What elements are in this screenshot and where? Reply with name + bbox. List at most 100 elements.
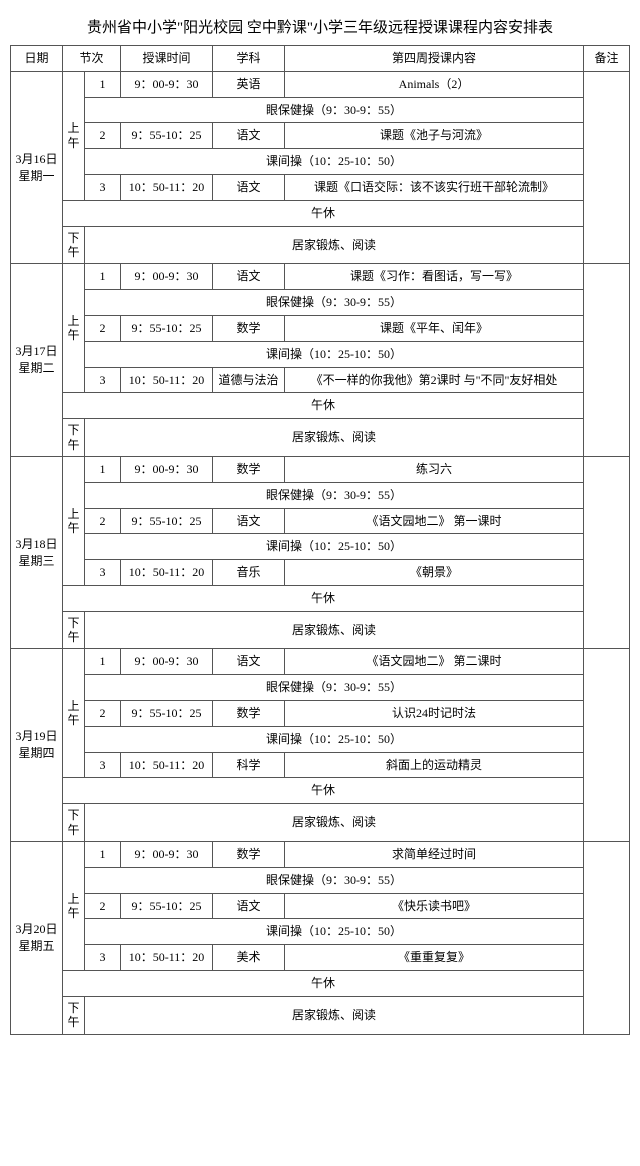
time-cell: 9：00-9：30 [121,842,213,868]
subject-cell: 语文 [213,174,285,200]
period-cell: 1 [85,264,121,290]
content-cell: 课题《习作：看图话，写一写》 [285,264,584,290]
period-cell: 2 [85,508,121,534]
noon-break: 午休 [63,971,584,997]
content-cell: 《语文园地二》 第二课时 [285,649,584,675]
noon-break: 午休 [63,393,584,419]
noon-break: 午休 [63,778,584,804]
class-break: 课间操（10：25-10：50） [85,919,584,945]
time-cell: 10：50-11：20 [121,367,213,393]
subject-cell: 科学 [213,752,285,778]
content-cell: 《语文园地二》 第一课时 [285,508,584,534]
period-cell: 3 [85,752,121,778]
col-content: 第四周授课内容 [285,46,584,72]
note-cell [584,456,630,649]
time-cell: 9：55-10：25 [121,508,213,534]
period-cell: 3 [85,945,121,971]
col-time: 授课时间 [121,46,213,72]
am-label: 上午 [63,456,85,585]
date-cell: 3月16日星期一 [11,71,63,264]
content-cell: Animals（2） [285,71,584,97]
pm-activity: 居家锻炼、阅读 [85,996,584,1034]
pm-activity: 居家锻炼、阅读 [85,611,584,649]
subject-cell: 数学 [213,842,285,868]
pm-activity: 居家锻炼、阅读 [85,804,584,842]
col-note: 备注 [584,46,630,72]
pm-label: 下午 [63,226,85,264]
col-date: 日期 [11,46,63,72]
am-label: 上午 [63,264,85,393]
date-cell: 3月19日星期四 [11,649,63,842]
subject-cell: 数学 [213,456,285,482]
subject-cell: 语文 [213,508,285,534]
class-break: 课间操（10：25-10：50） [85,149,584,175]
subject-cell: 语文 [213,649,285,675]
content-cell: 斜面上的运动精灵 [285,752,584,778]
subject-cell: 数学 [213,315,285,341]
class-break: 课间操（10：25-10：50） [85,341,584,367]
time-cell: 9：00-9：30 [121,649,213,675]
eye-exercise: 眼保健操（9：30-9：55） [85,867,584,893]
time-cell: 9：55-10：25 [121,315,213,341]
period-cell: 2 [85,315,121,341]
page-title: 贵州省中小学"阳光校园 空中黔课"小学三年级远程授课课程内容安排表 [10,16,630,37]
time-cell: 9：00-9：30 [121,264,213,290]
subject-cell: 语文 [213,893,285,919]
time-cell: 9：00-9：30 [121,71,213,97]
time-cell: 10：50-11：20 [121,752,213,778]
note-cell [584,264,630,457]
content-cell: 课题《池子与河流》 [285,123,584,149]
time-cell: 10：50-11：20 [121,560,213,586]
am-label: 上午 [63,71,85,200]
subject-cell: 道德与法治 [213,367,285,393]
pm-label: 下午 [63,804,85,842]
content-cell: 练习六 [285,456,584,482]
class-break: 课间操（10：25-10：50） [85,726,584,752]
date-cell: 3月17日星期二 [11,264,63,457]
eye-exercise: 眼保健操（9：30-9：55） [85,97,584,123]
content-cell: 《朝景》 [285,560,584,586]
col-period: 节次 [63,46,121,72]
content-cell: 课题《口语交际：该不该实行班干部轮流制》 [285,174,584,200]
period-cell: 3 [85,560,121,586]
subject-cell: 语文 [213,123,285,149]
time-cell: 9：55-10：25 [121,893,213,919]
eye-exercise: 眼保健操（9：30-9：55） [85,675,584,701]
time-cell: 9：55-10：25 [121,123,213,149]
subject-cell: 美术 [213,945,285,971]
period-cell: 1 [85,71,121,97]
am-label: 上午 [63,649,85,778]
class-break: 课间操（10：25-10：50） [85,534,584,560]
note-cell [584,71,630,264]
pm-label: 下午 [63,419,85,457]
period-cell: 1 [85,456,121,482]
schedule-table: 日期节次授课时间学科第四周授课内容备注3月16日星期一上午19：00-9：30英… [10,45,630,1035]
period-cell: 1 [85,842,121,868]
eye-exercise: 眼保健操（9：30-9：55） [85,290,584,316]
content-cell: 课题《平年、闰年》 [285,315,584,341]
pm-activity: 居家锻炼、阅读 [85,226,584,264]
period-cell: 2 [85,893,121,919]
content-cell: 求简单经过时间 [285,842,584,868]
noon-break: 午休 [63,200,584,226]
content-cell: 认识24时记时法 [285,701,584,727]
time-cell: 10：50-11：20 [121,945,213,971]
pm-label: 下午 [63,611,85,649]
am-label: 上午 [63,842,85,971]
content-cell: 《重重复复》 [285,945,584,971]
subject-cell: 语文 [213,264,285,290]
content-cell: 《不一样的你我他》第2课时 与"不同"友好相处 [285,367,584,393]
time-cell: 10：50-11：20 [121,174,213,200]
date-cell: 3月18日星期三 [11,456,63,649]
content-cell: 《快乐读书吧》 [285,893,584,919]
time-cell: 9：55-10：25 [121,701,213,727]
subject-cell: 数学 [213,701,285,727]
date-cell: 3月20日星期五 [11,842,63,1035]
eye-exercise: 眼保健操（9：30-9：55） [85,482,584,508]
subject-cell: 英语 [213,71,285,97]
time-cell: 9：00-9：30 [121,456,213,482]
subject-cell: 音乐 [213,560,285,586]
col-subject: 学科 [213,46,285,72]
pm-label: 下午 [63,996,85,1034]
period-cell: 2 [85,701,121,727]
